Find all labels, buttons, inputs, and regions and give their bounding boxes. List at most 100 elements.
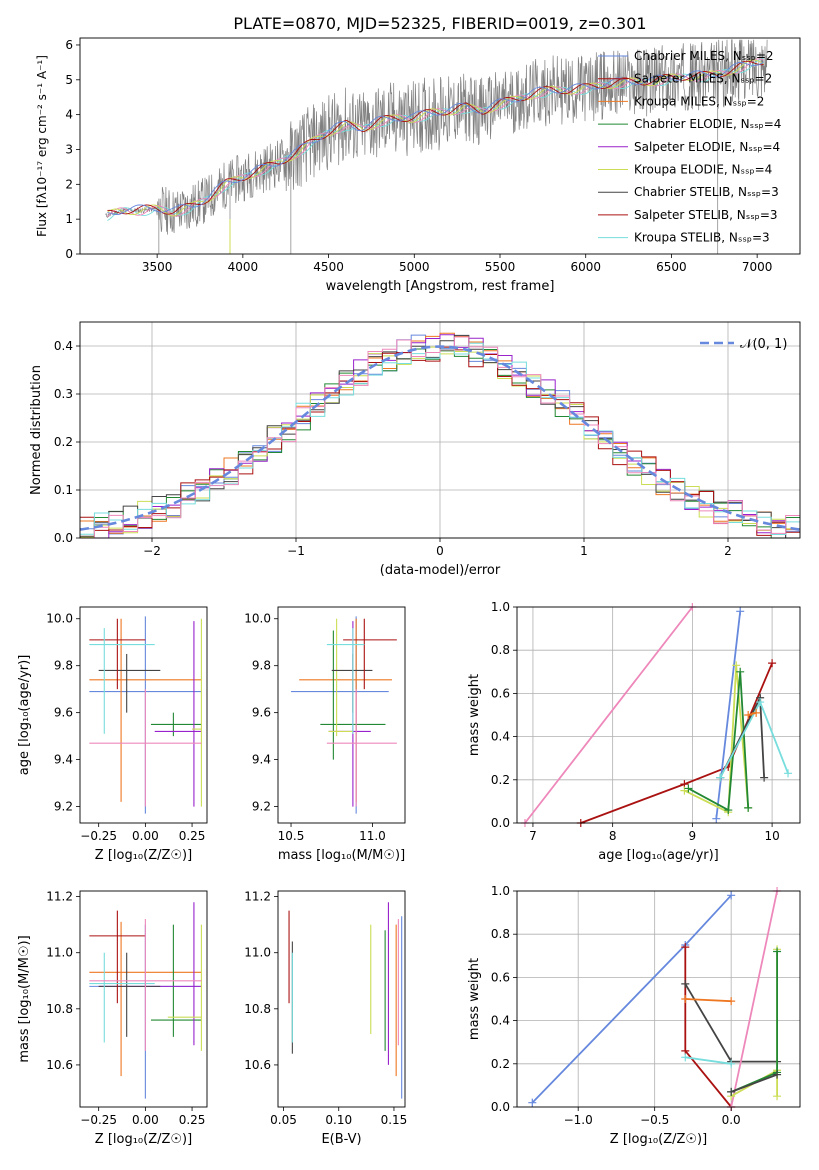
weight-line bbox=[684, 947, 732, 1108]
y-tick-label: 0.0 bbox=[491, 816, 510, 830]
y-axis-label: mass [log₁₀(M/M☉)] bbox=[17, 935, 32, 1062]
chart-age_vs_mass: 10.5 11.0 9.2 9.4 9.6 9.8 10.0 mass [log₁₀(M/M☉… bbox=[244, 606, 406, 863]
x-axis-label: age [log₁₀(age/yr)] bbox=[598, 848, 719, 863]
y-tick-label: 11.2 bbox=[244, 890, 271, 904]
weight-marker bbox=[681, 943, 690, 952]
y-tick-label: 11.2 bbox=[46, 890, 73, 904]
axes-frame bbox=[277, 890, 406, 1108]
y-tick-label: 0.0 bbox=[491, 1100, 510, 1114]
x-tick-label: 11.0 bbox=[359, 829, 386, 843]
y-tick-label: 9.8 bbox=[54, 659, 73, 673]
weight-marker bbox=[727, 997, 736, 1006]
weight-marker bbox=[744, 803, 753, 812]
x-tick-label: −1.0 bbox=[564, 1113, 593, 1127]
y-tick-label: 0.6 bbox=[491, 686, 510, 700]
y-tick-label: 0 bbox=[65, 247, 73, 261]
chart-age_vs_Z: −0.25 0.00 0.25 9.2 9.4 9.6 9.8 10.0 Z [log₁₀(Z/… bbox=[17, 606, 208, 863]
weight-marker bbox=[784, 769, 793, 778]
weight-marker bbox=[732, 661, 741, 670]
y-tick-label: 0.4 bbox=[491, 1014, 510, 1028]
y-tick-label: 9.2 bbox=[252, 800, 271, 814]
weight-marker bbox=[680, 786, 689, 795]
weight-marker bbox=[773, 1092, 782, 1101]
residual-histogram bbox=[80, 342, 800, 535]
y-axis-label: mass weight bbox=[467, 958, 482, 1040]
y-tick-label: 0.2 bbox=[491, 773, 510, 787]
weight-marker bbox=[681, 995, 690, 1003]
x-tick-label: 0.00 bbox=[132, 829, 159, 843]
y-tick-label: 11.0 bbox=[46, 946, 73, 960]
weight-marker bbox=[716, 773, 725, 782]
weight-line bbox=[685, 998, 732, 1003]
x-tick-label: 0.0 bbox=[722, 1113, 741, 1127]
weight-marker bbox=[773, 1070, 782, 1079]
x-tick-label: −0.25 bbox=[80, 829, 117, 843]
legend-label: 𝒩(0, 1) bbox=[740, 337, 787, 352]
weight-marker bbox=[768, 659, 777, 668]
y-tick-label: 0.1 bbox=[54, 483, 73, 497]
data-group bbox=[288, 902, 403, 1099]
legend-label: Chabrier MILES, Nₛₛₚ=2 bbox=[634, 49, 774, 63]
x-tick-label: 6000 bbox=[570, 260, 601, 274]
data-group bbox=[291, 616, 397, 814]
x-axis-label: mass [log₁₀(M/M☉)] bbox=[278, 848, 405, 863]
x-tick-label: 3500 bbox=[142, 260, 173, 274]
residual-histogram bbox=[80, 336, 800, 539]
y-tick-label: 9.4 bbox=[252, 753, 271, 767]
y-tick-label: 0.4 bbox=[54, 339, 73, 353]
weight-marker bbox=[681, 979, 690, 988]
x-tick-label: 7 bbox=[529, 829, 537, 843]
y-axis-label: Normed distribution bbox=[29, 365, 44, 495]
chart-weight_vs_Z: −1.0 −0.5 0.0 0.0 0.2 0.4 0.6 0.8 1.0 Z [log₁₀(Z/… bbox=[467, 884, 801, 1147]
data-group bbox=[89, 616, 202, 814]
x-tick-label: 4000 bbox=[228, 260, 259, 274]
y-tick-label: 0.0 bbox=[54, 531, 73, 545]
x-tick-label: 5000 bbox=[399, 260, 430, 274]
weight-line bbox=[687, 671, 750, 812]
spectrum-model-line bbox=[107, 59, 764, 217]
spectrum-data-line bbox=[105, 39, 768, 235]
x-tick-label: −2 bbox=[143, 544, 161, 558]
x-tick-label: 0.10 bbox=[325, 1113, 352, 1127]
y-tick-label: 9.2 bbox=[54, 800, 73, 814]
y-tick-label: 5 bbox=[65, 73, 73, 87]
axes-frame bbox=[277, 606, 406, 824]
x-tick-label: 0.25 bbox=[179, 829, 206, 843]
y-tick-label: 2 bbox=[65, 177, 73, 191]
y-tick-label: 0.4 bbox=[491, 730, 510, 744]
x-tick-label: 2 bbox=[724, 544, 732, 558]
y-tick-label: 10.0 bbox=[46, 612, 73, 626]
spectrum-model-line bbox=[107, 60, 764, 215]
y-tick-label: 10.6 bbox=[244, 1058, 271, 1072]
legend-label: Salpeter MILES, Nₛₛₚ=2 bbox=[634, 72, 772, 86]
y-tick-label: 9.6 bbox=[252, 706, 271, 720]
weight-marker bbox=[684, 784, 693, 793]
y-tick-label: 3 bbox=[65, 142, 73, 156]
weight-marker bbox=[736, 667, 745, 676]
x-axis-label: E(B-V) bbox=[321, 1132, 361, 1147]
chart-weight_vs_age: 7 8 9 10 0.0 0.2 0.4 0.6 0.8 1.0 age [log₁₀(age/yr… bbox=[467, 600, 801, 863]
x-axis-label: Z [log₁₀(Z/Z☉)] bbox=[95, 1132, 192, 1147]
legend-label: Salpeter STELIB, Nₛₛₚ=3 bbox=[634, 208, 778, 222]
weight-marker bbox=[727, 891, 736, 900]
weight-marker bbox=[756, 698, 765, 707]
x-tick-label: 0.25 bbox=[179, 1113, 206, 1127]
weight-marker bbox=[744, 711, 753, 719]
axes-frame bbox=[79, 37, 801, 255]
plots-group: 3500 4000 4500 5000 5500 6000 6500 7000 0 1 2 3 4 5 6 w… bbox=[17, 37, 801, 1147]
x-tick-label: 0.05 bbox=[270, 1113, 297, 1127]
chart-mass_vs_Z: −0.25 0.00 0.25 10.6 10.8 11.0 11.2 Z [log₁₀(Z/… bbox=[17, 890, 208, 1147]
legend-label: Chabrier ELODIE, Nₛₛₚ=4 bbox=[634, 117, 781, 131]
y-axis-label: Flux [fλ10⁻¹⁷ erg cm⁻² s⁻¹ A⁻¹] bbox=[35, 55, 49, 237]
y-tick-label: 0.2 bbox=[491, 1057, 510, 1071]
y-tick-label: 1.0 bbox=[491, 884, 510, 898]
weight-line bbox=[524, 606, 694, 824]
y-axis-label: mass weight bbox=[467, 674, 482, 756]
y-tick-label: 0.8 bbox=[491, 643, 510, 657]
figure-title: PLATE=0870, MJD=52325, FIBERID=0019, z=0… bbox=[233, 14, 646, 33]
y-tick-label: 10.6 bbox=[46, 1058, 73, 1072]
y-tick-label: 0.6 bbox=[491, 970, 510, 984]
x-axis-label: Z [log₁₀(Z/Z☉)] bbox=[610, 1132, 707, 1147]
y-tick-label: 6 bbox=[65, 38, 73, 52]
